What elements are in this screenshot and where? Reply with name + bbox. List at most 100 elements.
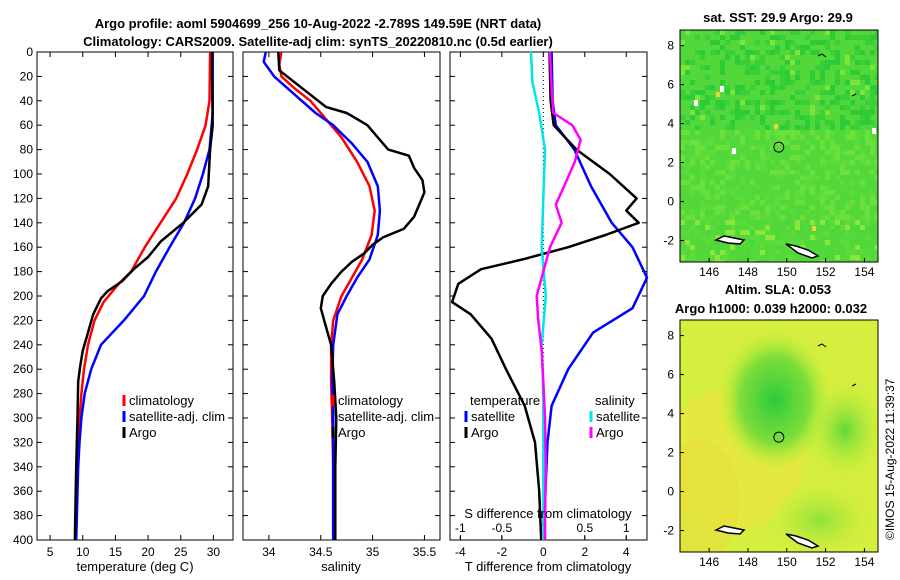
sst-cell	[770, 30, 775, 35]
sst-cell	[860, 105, 865, 110]
sst-cell	[775, 170, 780, 175]
sst-cell	[795, 200, 800, 205]
sst-cell	[740, 175, 745, 180]
sst-cell	[825, 150, 830, 155]
sst-cell	[830, 205, 835, 210]
sst-cell	[765, 155, 770, 160]
series-line-salinity-argo	[535, 51, 582, 540]
sst-cell	[700, 150, 705, 155]
sst-cell	[785, 190, 790, 195]
legend-label-t-satellite: satellite	[471, 409, 515, 424]
sst-cell	[695, 230, 700, 235]
sst-cell	[740, 60, 745, 65]
sst-cell	[750, 215, 755, 220]
sst-cell	[705, 140, 710, 145]
sst-cell	[720, 65, 725, 70]
sst-cell	[690, 175, 695, 180]
sst-cell	[825, 215, 830, 220]
sst-cell	[765, 210, 770, 215]
map-x-tick-label: 154	[854, 555, 874, 569]
sst-cell	[835, 225, 840, 230]
sst-cell	[685, 30, 690, 35]
sst-cell	[780, 175, 785, 180]
sst-cell	[855, 135, 860, 140]
sst-cell	[850, 180, 855, 185]
sst-cell	[770, 80, 775, 85]
sst-cell	[805, 100, 810, 105]
sst-cell	[730, 225, 735, 230]
s-axis-tick-label: 0.5	[576, 521, 593, 535]
sst-cell	[685, 140, 690, 145]
sst-cell	[740, 45, 745, 50]
sst-cell	[815, 125, 820, 130]
sst-cell	[835, 215, 840, 220]
legend-label-satellite: satellite-adj. clim	[129, 409, 225, 424]
sst-cell	[690, 215, 695, 220]
map-y-tick-label: 4	[667, 407, 674, 421]
sst-cell	[800, 125, 805, 130]
sst-cell	[705, 100, 710, 105]
sst-cell	[715, 145, 720, 150]
difference-legend: temperature satellite Argo salinity sate…	[464, 393, 640, 440]
sst-cell	[760, 120, 765, 125]
sst-cell	[775, 110, 780, 115]
sst-cell	[825, 85, 830, 90]
map-y-tick-label: 8	[667, 39, 674, 53]
sst-cell	[820, 65, 825, 70]
sst-cell	[865, 110, 870, 115]
sst-cell	[835, 80, 840, 85]
sst-cell	[770, 140, 775, 145]
sst-cell	[725, 160, 730, 165]
sst-cell	[735, 195, 740, 200]
sst-cell	[705, 85, 710, 90]
sst-cell	[845, 215, 850, 220]
sst-cell	[865, 100, 870, 105]
sst-cell	[765, 100, 770, 105]
sst-cell	[845, 220, 850, 225]
sst-cell	[840, 210, 845, 215]
sst-cell	[825, 255, 830, 260]
sst-cell	[855, 155, 860, 160]
sst-cell	[700, 175, 705, 180]
sst-cell	[730, 160, 735, 165]
sst-cell	[710, 40, 715, 45]
sst-cell	[770, 105, 775, 110]
s-difference-axis-label: S difference from climatology	[464, 506, 632, 521]
sst-cell	[720, 115, 725, 120]
sst-cell	[700, 170, 705, 175]
x-tick-label: 35	[366, 545, 380, 559]
sst-cell	[710, 85, 715, 90]
sst-cell	[745, 100, 750, 105]
sst-cell	[730, 50, 735, 55]
sst-cell	[845, 105, 850, 110]
sst-cell	[870, 90, 875, 95]
sst-cell	[760, 215, 765, 220]
sst-cell	[780, 260, 785, 262]
sst-cell	[800, 175, 805, 180]
x-tick-label: 10	[76, 545, 90, 559]
sst-cell	[740, 115, 745, 120]
sst-cell	[755, 195, 760, 200]
sst-cell	[755, 210, 760, 215]
sst-cell	[825, 105, 830, 110]
temperature-x-axis-label: temperature (deg C)	[76, 559, 193, 574]
sst-cell	[770, 160, 775, 165]
series-line-argo	[277, 51, 426, 540]
sst-cell	[810, 130, 815, 135]
sst-cell	[680, 220, 685, 225]
sst-cell	[740, 180, 745, 185]
sst-cell	[870, 135, 875, 140]
map-x-tick-label: 154	[854, 265, 874, 279]
sst-cell	[785, 75, 790, 80]
sst-cell	[720, 225, 725, 230]
sst-cell	[760, 60, 765, 65]
sst-cell	[720, 35, 725, 40]
sst-cell	[810, 75, 815, 80]
sst-cell	[720, 190, 725, 195]
sst-cell	[755, 60, 760, 65]
sst-cell	[705, 165, 710, 170]
x-tick-label: 15	[109, 545, 123, 559]
sst-cell	[820, 185, 825, 190]
sst-cell	[750, 55, 755, 60]
sst-cell	[795, 90, 800, 95]
